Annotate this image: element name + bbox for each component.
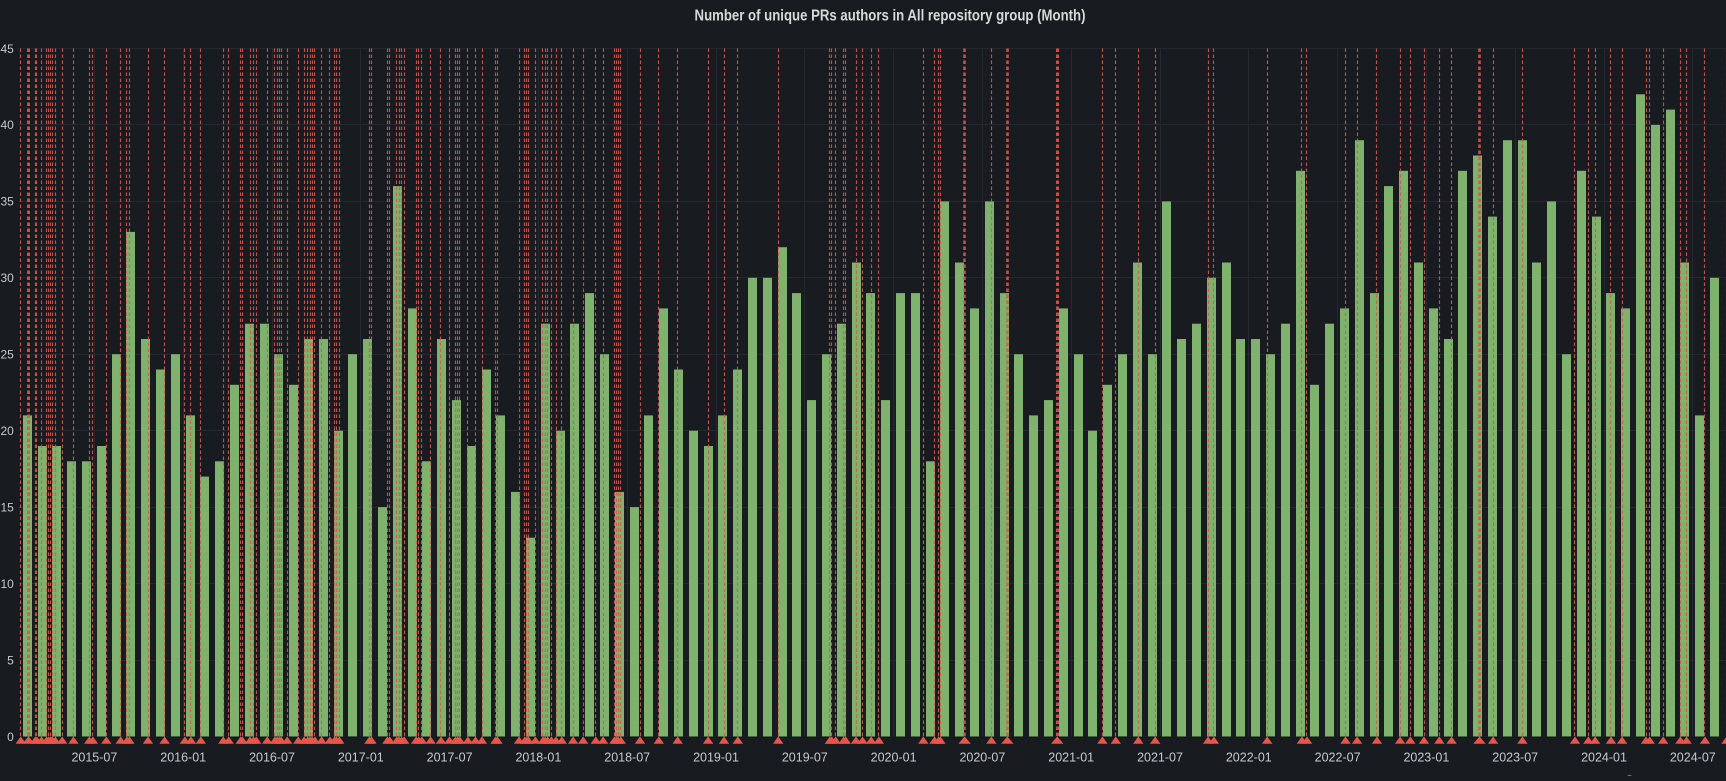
svg-text:2024-01: 2024-01 [1581, 751, 1627, 765]
svg-text:25: 25 [0, 348, 14, 362]
svg-text:2022-07: 2022-07 [1315, 751, 1361, 765]
svg-text:2020-01: 2020-01 [871, 751, 917, 765]
svg-text:2021-01: 2021-01 [1048, 751, 1094, 765]
svg-text:0: 0 [7, 730, 14, 744]
svg-text:15: 15 [0, 500, 14, 514]
svg-text:Number of unique PRs authors i: Number of unique PRs authors in All repo… [695, 8, 1086, 25]
svg-text:2022-01: 2022-01 [1226, 751, 1272, 765]
svg-text:2021-07: 2021-07 [1137, 751, 1183, 765]
svg-text:40: 40 [0, 118, 14, 132]
svg-text:2017-07: 2017-07 [427, 751, 473, 765]
svg-text:10: 10 [0, 577, 14, 591]
svg-text:30: 30 [0, 271, 14, 285]
svg-text:20: 20 [0, 424, 14, 438]
svg-text:2024-07: 2024-07 [1670, 751, 1716, 765]
svg-text:2019-01: 2019-01 [693, 751, 739, 765]
svg-text:2023-01: 2023-01 [1403, 751, 1449, 765]
svg-text:2017-01: 2017-01 [338, 751, 384, 765]
svg-text:45: 45 [0, 42, 14, 56]
svg-text:5: 5 [7, 653, 14, 667]
svg-text:2020-07: 2020-07 [959, 751, 1005, 765]
svg-text:2016-07: 2016-07 [249, 751, 295, 765]
svg-text:2018-01: 2018-01 [515, 751, 561, 765]
svg-text:35: 35 [0, 195, 14, 209]
svg-text:2016-01: 2016-01 [160, 751, 206, 765]
svg-text:2015-07: 2015-07 [71, 751, 117, 765]
svg-text:2019-07: 2019-07 [782, 751, 828, 765]
svg-text:2023-07: 2023-07 [1492, 751, 1538, 765]
svg-text:2018-07: 2018-07 [604, 751, 650, 765]
